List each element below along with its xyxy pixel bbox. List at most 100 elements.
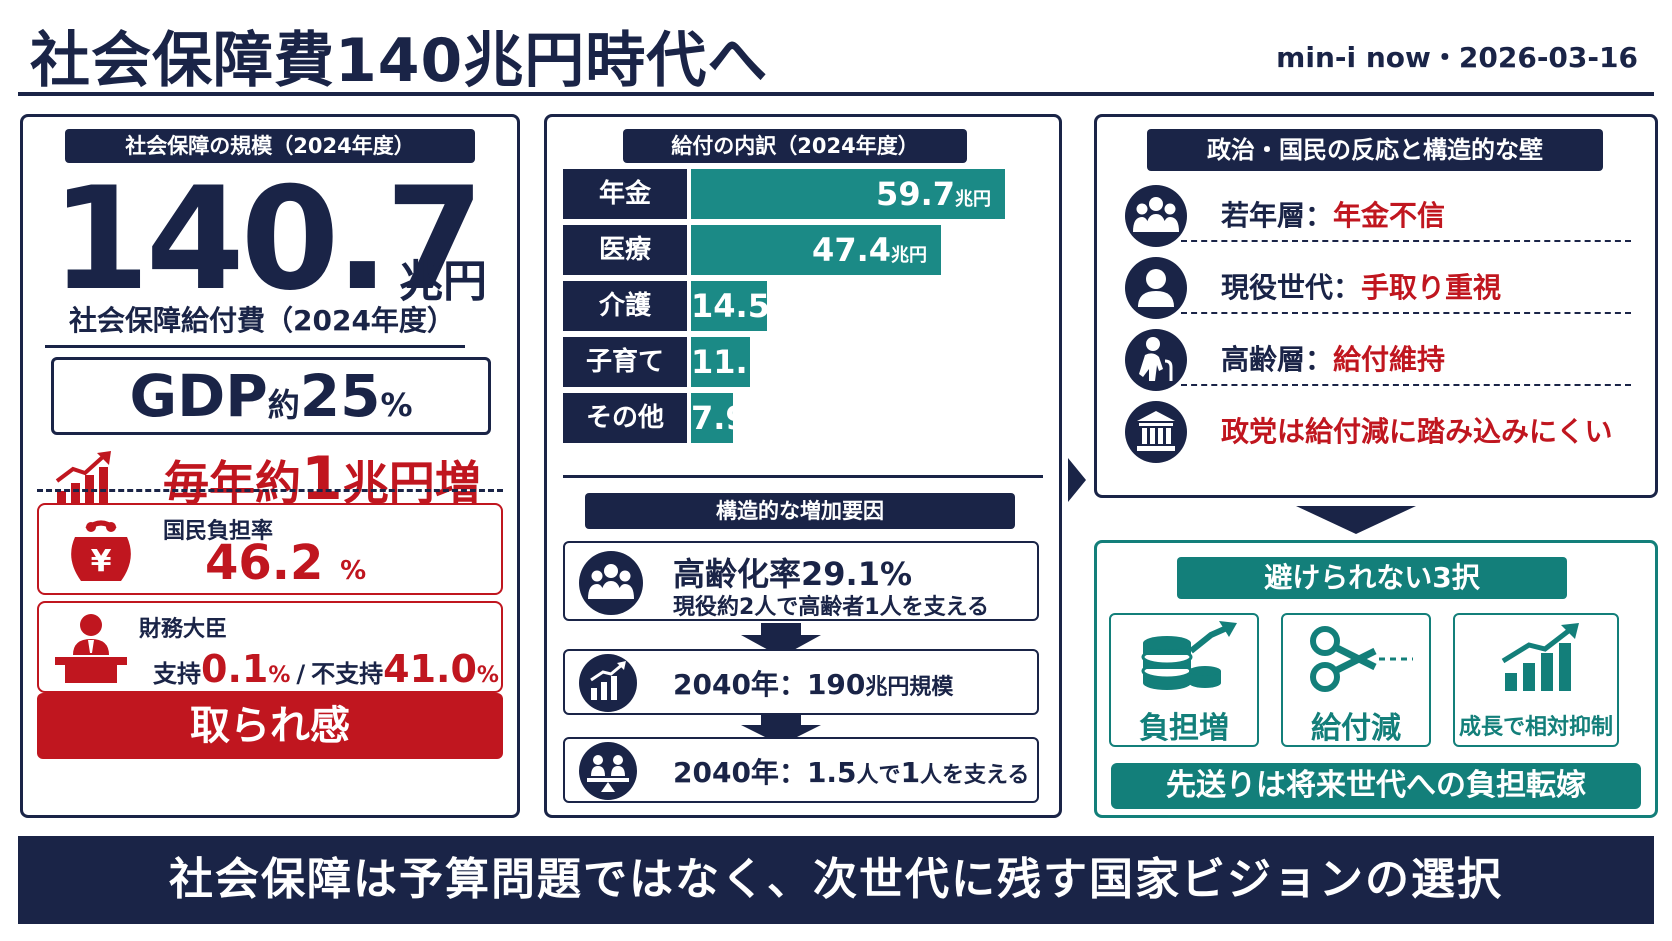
- breakdown-chart-title: 給付の内訳（2024年度）: [623, 129, 967, 163]
- reaction-text: 若年層：年金不信: [1221, 179, 1445, 253]
- support-2040-value: 1.5: [806, 756, 857, 789]
- reaction-text: 現役世代：手取り重視: [1221, 251, 1501, 325]
- bar-category-label: 子育て: [563, 337, 687, 387]
- header-divider: [18, 92, 1654, 96]
- byline: min-i now・2026-03-16: [1276, 41, 1638, 74]
- dashed-divider: [1181, 384, 1631, 386]
- burden-rate-unit: %: [340, 556, 367, 586]
- growth-chart-icon: [55, 451, 111, 503]
- breakdown-panel: 給付の内訳（2024年度） 年金 59.7兆円 医療 47.4兆円 介護 14.5兆円 子育…: [544, 114, 1062, 818]
- dashed-divider: [1181, 240, 1631, 242]
- svg-text:¥: ¥: [91, 544, 112, 579]
- people-group-icon: [579, 551, 643, 615]
- scale-2040-year: 2040年：: [673, 668, 807, 701]
- reaction-text: 高齢層：給付維持: [1221, 323, 1445, 397]
- minister-label: 財務大臣: [139, 617, 228, 642]
- bar: 59.7兆円: [691, 169, 1005, 219]
- down-arrow-icon: [761, 715, 801, 727]
- elderly-person-icon: [1125, 329, 1187, 391]
- nonsupport-unit: %: [476, 663, 499, 688]
- choice-label: 給付減: [1311, 711, 1401, 746]
- support-2040-year: 2040年：: [673, 756, 807, 789]
- deferral-warning: 先送りは将来世代への負担転嫁: [1111, 763, 1641, 809]
- choices-label: 避けられない3択: [1177, 557, 1567, 599]
- aging-rate-title: 高齢化率29.1%: [673, 555, 913, 593]
- reaction-text: 政党は給付減に踏み込みにくい: [1221, 395, 1612, 469]
- choices-panel: 避けられない3択 負担増 給付減: [1094, 540, 1658, 818]
- scissors-icon: [1310, 626, 1413, 692]
- annual-value: 1: [301, 444, 343, 514]
- approval-line: 支持0.1% / 不支持41.0%: [153, 647, 499, 691]
- support-2040-mid: 人で: [856, 763, 901, 788]
- gdp-unit: %: [380, 386, 413, 424]
- burden-rate-value: 46.2 %: [205, 535, 366, 591]
- reactions-label: 政治・国民の反応と構造的な壁: [1147, 129, 1603, 171]
- footer-message: 社会保障は予算問題ではなく、次世代に残す国家ビジョンの選択: [18, 836, 1654, 924]
- scale-2040-card: 2040年：190兆円規模: [563, 649, 1039, 715]
- balance-people-icon: [579, 742, 637, 800]
- annual-increase-text: 毎年約1兆円増: [163, 449, 481, 513]
- scale-2040-unit: 兆円規模: [865, 675, 954, 700]
- scale-2040-value: 190: [806, 668, 866, 701]
- yen-purse-icon: ¥: [71, 520, 131, 581]
- bar-value-label: 59.7: [876, 175, 955, 213]
- divider: [563, 475, 1043, 478]
- burden-rate-card: ¥ 国民負担率 46.2 %: [37, 503, 503, 595]
- bar-category-label: その他: [563, 393, 687, 443]
- person-icon: [1125, 257, 1187, 319]
- coins-rising-icon: [1141, 621, 1237, 690]
- bar-value-label: 7.9: [691, 399, 748, 437]
- support-ratio-2040-text: 2040年：1.5人で1人を支える: [673, 751, 1029, 791]
- minister-approval-card: 財務大臣 支持0.1% / 不支持41.0%: [37, 601, 503, 693]
- bar-category-label: 医療: [563, 225, 687, 275]
- gdp-prefix: GDP: [129, 362, 268, 430]
- burden-rate-label: 国民負担率: [163, 519, 274, 544]
- arrow-right-icon: [1068, 458, 1086, 502]
- gdp-value: 25: [299, 362, 381, 430]
- factors-label: 構造的な増加要因: [585, 493, 1015, 529]
- reactions-panel: 政治・国民の反応と構造的な壁 若年層：年金不信 現役世代：手取り重視 高: [1094, 114, 1658, 498]
- support-unit: %: [268, 663, 291, 688]
- bar-value-label: 47.4: [812, 231, 891, 269]
- annual-suffix: 兆円増: [342, 456, 481, 510]
- reaction-row-working: 現役世代：手取り重視: [1123, 251, 1641, 325]
- arrow-down-icon: [1296, 506, 1416, 534]
- bar-unit-label: 兆円: [769, 301, 806, 322]
- bar: 14.5兆円: [691, 281, 806, 331]
- choice-benefit-cut: 給付減: [1281, 613, 1431, 747]
- reaction-stance: 手取り重視: [1361, 271, 1502, 304]
- total-amount-caption: 社会保障給付費（2024年度）: [69, 304, 455, 337]
- verdict-banner: 取られ感: [37, 693, 503, 759]
- nonsupport-label: 不支持: [311, 660, 384, 688]
- reaction-row-parties: 政党は給付減に踏み込みにくい: [1123, 395, 1641, 469]
- bar-category-label: 年金: [563, 169, 687, 219]
- aging-rate-sub: 現役約2人で高齢者1人を支える: [673, 595, 989, 620]
- reaction-stance: 年金不信: [1333, 199, 1446, 232]
- minister-podium-icon: [55, 614, 127, 683]
- scale-2040-text: 2040年：190兆円規模: [673, 663, 953, 703]
- reaction-group: 高齢層：: [1221, 343, 1334, 376]
- bar-category-label: 介護: [563, 281, 687, 331]
- support-label: 支持: [153, 660, 201, 688]
- bar: 11.2兆円: [691, 337, 806, 387]
- total-amount: 140.7: [51, 157, 484, 322]
- scale-panel-label: 社会保障の規模（2024年度）: [65, 129, 475, 163]
- choice-label: 負担増: [1139, 711, 1229, 746]
- header: 社会保障費140兆円時代へ min-i now・2026-03-16: [0, 0, 1672, 96]
- bar-unit-label: 兆円: [747, 413, 784, 434]
- reaction-stance: 給付維持: [1333, 343, 1446, 376]
- dashed-divider: [37, 489, 503, 492]
- young-people-icon: [1125, 185, 1187, 247]
- government-building-icon: [1125, 401, 1187, 463]
- bar-value-label: 11.2: [691, 343, 770, 381]
- growth-chart-icon: [1501, 623, 1579, 691]
- reaction-group: 若年層：: [1221, 199, 1334, 232]
- annual-increase: 毎年約1兆円増: [53, 449, 493, 510]
- divider: [45, 345, 465, 348]
- choice-growth: 成長で相対抑制: [1453, 613, 1619, 747]
- page-title: 社会保障費140兆円時代へ: [30, 26, 769, 96]
- approval-separator: /: [296, 660, 306, 688]
- aging-rate-card: 高齢化率29.1% 現役約2人で高齢者1人を支える: [563, 541, 1039, 621]
- bar-unit-label: 兆円: [891, 245, 927, 266]
- growth-chart-icon: [579, 654, 637, 712]
